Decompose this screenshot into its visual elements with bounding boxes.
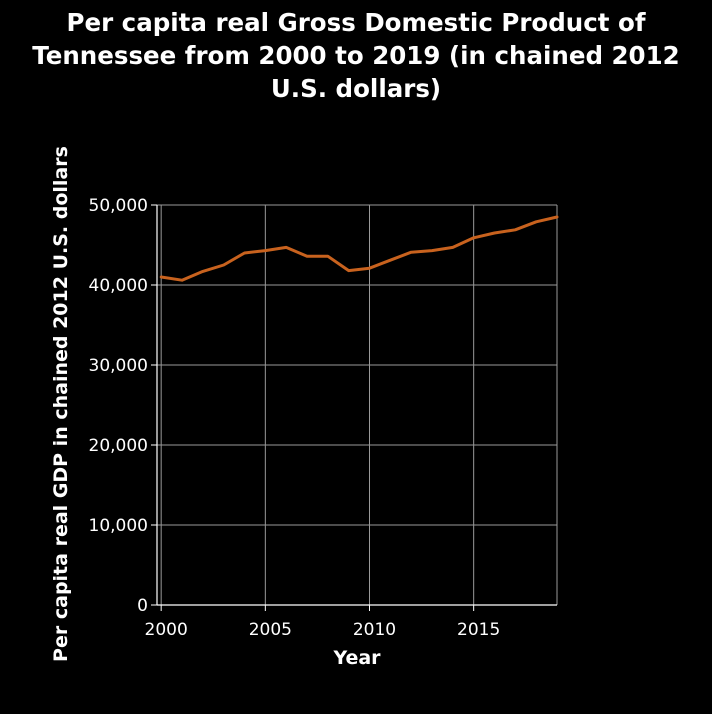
- chart-title-line-2: Tennessee from 2000 to 2019 (in chained …: [32, 41, 680, 70]
- y-tick-label: 0: [137, 596, 148, 616]
- chart-title: Per capita real Gross Domestic Product o…: [0, 6, 712, 105]
- x-axis-label: Year: [332, 647, 381, 669]
- y-tick-label: 10,000: [89, 516, 148, 536]
- x-tick-label: 2000: [145, 620, 188, 640]
- series-layer: [159, 215, 559, 282]
- series-line: [159, 215, 559, 282]
- y-tick-label: 30,000: [89, 356, 148, 376]
- y-tick-label: 20,000: [89, 436, 148, 456]
- tick-labels: 0 10,000 20,000 30,000 40,000 50,000 2000 2005 2…: [89, 196, 501, 640]
- y-tick-label: 50,000: [89, 196, 148, 216]
- x-tick-label: 2005: [249, 620, 292, 640]
- x-tick-label: 2015: [457, 620, 500, 640]
- axes: [151, 204, 557, 611]
- chart-title-line-3: U.S. dollars): [270, 74, 442, 103]
- y-axis-label: Per capita real GDP in chained 2012 U.S.…: [50, 146, 72, 662]
- chart-title-line-1: Per capita real Gross Domestic Product o…: [66, 8, 646, 37]
- y-tick-label: 40,000: [89, 276, 148, 296]
- grid-lines: [157, 204, 558, 605]
- x-tick-label: 2010: [353, 620, 396, 640]
